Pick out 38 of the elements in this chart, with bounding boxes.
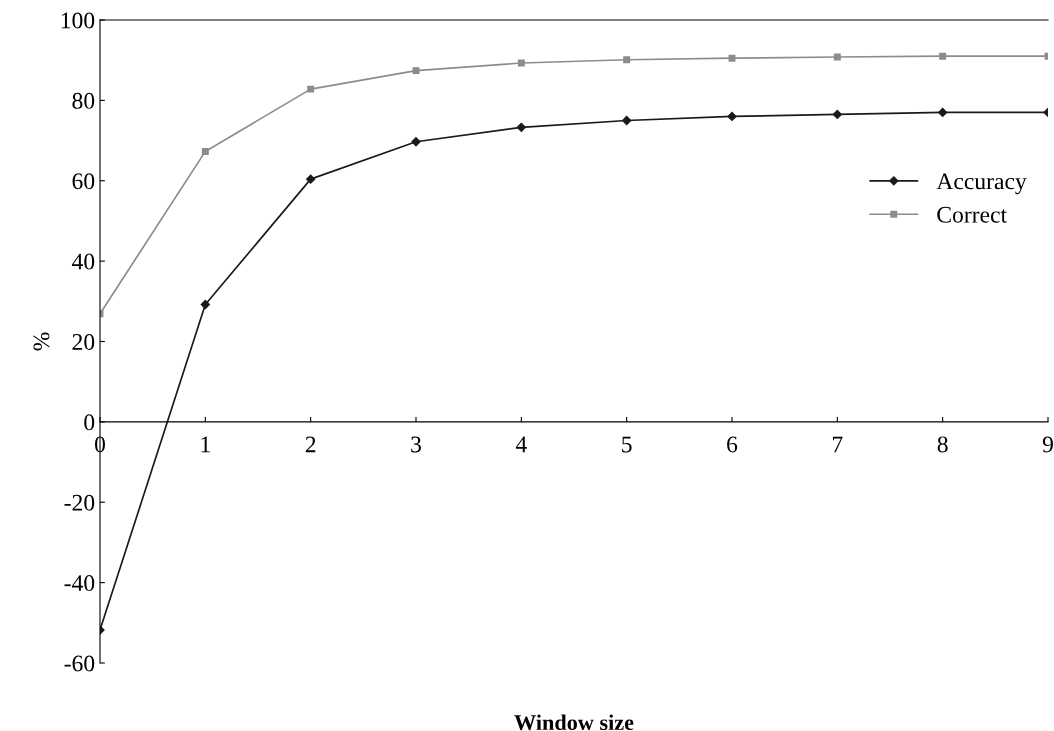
x-tick-label: 8: [937, 436, 948, 453]
y-tick-label: 60: [72, 173, 95, 190]
point: [517, 59, 525, 67]
x-tick-label: 3: [411, 436, 421, 453]
y-tick-label: -60: [64, 655, 95, 672]
point: [728, 54, 736, 62]
point: [516, 122, 526, 132]
y-tick-label: 40: [71, 253, 95, 270]
y-axis-title: %: [33, 332, 50, 351]
x-tick-label: 9: [1042, 436, 1053, 453]
legend-label: Correct: [937, 206, 1007, 223]
x-tick-label: 7: [832, 436, 843, 453]
point: [833, 53, 841, 61]
point: [622, 115, 632, 126]
point: [412, 67, 420, 75]
point: [201, 147, 209, 155]
legend-label: Accuracy: [936, 173, 1027, 195]
x-tick-label: 1: [201, 436, 210, 453]
x-tick-label: 4: [515, 436, 527, 453]
point: [306, 174, 316, 184]
point: [727, 111, 737, 122]
y-tick-label: -40: [64, 575, 95, 592]
x-axis-title: Window size: [514, 714, 634, 731]
y-tick-label: 100: [61, 12, 95, 29]
x-tick-label: 5: [622, 436, 632, 453]
point: [832, 109, 842, 120]
point: [938, 107, 948, 118]
x-tick-label: 6: [727, 436, 738, 453]
point: [411, 137, 421, 147]
x-tick-label: 2: [305, 436, 316, 453]
point: [307, 85, 315, 93]
y-tick-label: -20: [64, 494, 95, 511]
y-tick-label: 20: [72, 333, 95, 350]
y-tick-label: 80: [72, 92, 95, 109]
point: [623, 56, 631, 64]
y-tick-label: 0: [84, 414, 95, 431]
point: [939, 52, 947, 60]
point: [200, 299, 210, 310]
